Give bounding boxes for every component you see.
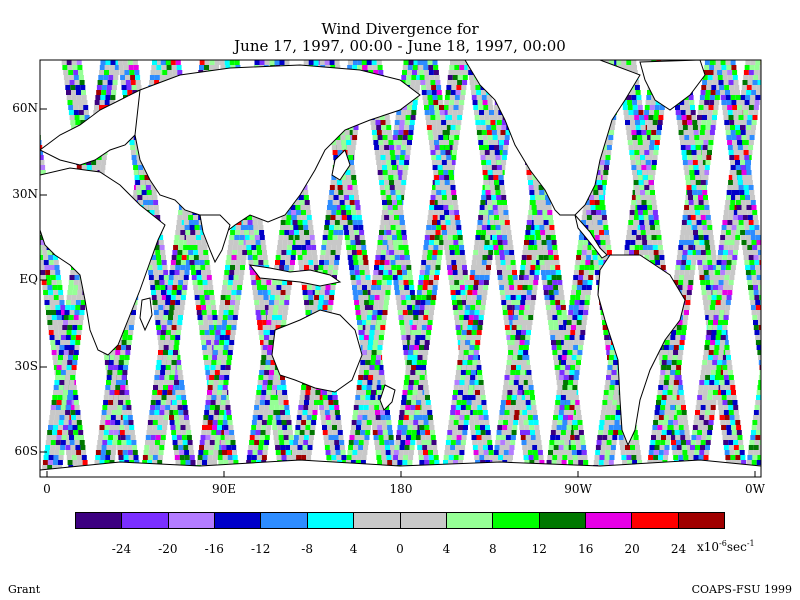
central-america [574, 214, 608, 259]
indonesia [248, 264, 342, 287]
lat-label-eq: EQ [19, 272, 38, 286]
antarctica [40, 459, 761, 477]
south-america [597, 254, 686, 447]
colorbar-swatch [493, 513, 540, 528]
colorbar [75, 512, 725, 529]
lon-label-180: 180 [389, 482, 413, 496]
continents [40, 60, 761, 477]
lon-label-0: 0 [43, 482, 51, 496]
north-america [464, 60, 641, 216]
colorbar-tick-label: 0 [396, 542, 404, 556]
australia [271, 309, 363, 393]
colorbar-tick-label: 8 [489, 542, 497, 556]
colorbar-tick-label: -16 [204, 542, 224, 556]
colorbar-swatch [400, 513, 447, 528]
colorbar-swatch [307, 513, 355, 528]
colorbar-swatch [215, 513, 262, 528]
colorbar-units: x10-6sec-1 [697, 539, 755, 554]
lon-label-0w: 0W [745, 482, 765, 496]
india [199, 214, 231, 264]
colorbar-tick-label: 4 [349, 542, 358, 556]
colorbar-tick-label: 4 [442, 542, 451, 556]
lat-label-60s: 60S [14, 444, 39, 458]
asia [134, 64, 421, 236]
lat-label-30s: 30S [14, 359, 39, 373]
axis-ticks [40, 108, 756, 477]
colorbar-swatch [678, 513, 725, 528]
colorbar-tick-label: -8 [301, 542, 313, 556]
colorbar-swatch [168, 513, 216, 528]
colorbar-tick-label: 16 [578, 542, 594, 556]
greenland [639, 60, 706, 111]
map-title: Wind Divergence for [321, 20, 479, 38]
author-credit: Grant [8, 583, 41, 596]
institution-credit: COAPS-FSU 1999 [691, 583, 792, 596]
lon-label-90w: 90W [564, 482, 592, 496]
lon-label-90e: 90E [211, 482, 237, 496]
colorbar-tick-label: -20 [158, 542, 178, 556]
japan [331, 149, 351, 181]
colorbar-tick-label: 24 [670, 542, 687, 556]
colorbar-swatch [632, 513, 679, 528]
colorbar-swatch [122, 513, 169, 528]
lat-label-30n: 30N [12, 187, 38, 201]
colorbar-tick-label: -12 [251, 542, 271, 556]
new-zealand [379, 384, 396, 411]
lat-label-60n: 60N [12, 101, 38, 115]
colorbar-tick-label: -24 [111, 542, 132, 556]
madagascar [139, 297, 153, 332]
colorbar-swatch [539, 513, 586, 528]
africa [40, 167, 166, 356]
colorbar-swatch [446, 513, 494, 528]
colorbar-swatch [354, 513, 401, 528]
colorbar-tick-label: 20 [624, 542, 640, 556]
map-subtitle: June 17, 1997, 00:00 - June 18, 1997, 00… [234, 37, 566, 55]
colorbar-swatch [261, 513, 308, 528]
colorbar-swatch [76, 513, 123, 528]
colorbar-tick-label: 12 [531, 542, 547, 556]
colorbar-swatch [585, 513, 633, 528]
